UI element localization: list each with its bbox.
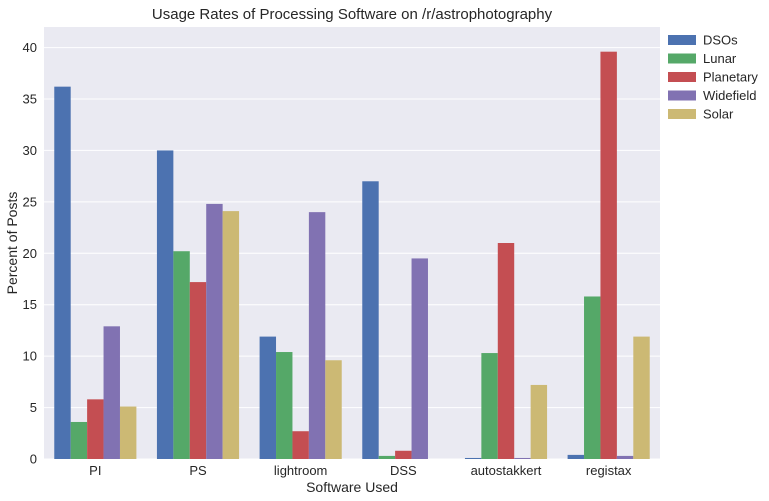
bar-widefield-pi [103, 326, 120, 459]
legend-label-dsos: DSOs [703, 33, 738, 48]
bar-solar-autostakkert [530, 384, 548, 459]
x-tick-label: PS [189, 463, 207, 478]
bars [54, 51, 650, 460]
bar-solar-lightroom [325, 360, 342, 459]
gridlines [44, 47, 660, 460]
bar-planetary-autostakkert [497, 243, 515, 459]
x-axis-label: Software Used [306, 479, 398, 495]
x-tick-label: DSS [390, 463, 417, 478]
x-tick-label: registax [586, 463, 632, 478]
bar-planetary-registax [600, 51, 617, 459]
legend: DSOs Lunar Planetary Widefield Solar [668, 33, 758, 122]
legend-label-lunar: Lunar [703, 51, 737, 66]
bar-lunar-registax [584, 296, 601, 459]
x-axis-ticks: PI PS lightroom DSS autostakkert registax [89, 463, 632, 478]
bar-lunar-dss [378, 455, 396, 459]
bar-dsos-autostakkert [464, 457, 482, 459]
legend-label-solar: Solar [703, 107, 734, 122]
legend-swatch-planetary [668, 72, 696, 82]
x-tick-label: lightroom [274, 463, 327, 478]
y-tick-label: 25 [23, 194, 37, 209]
legend-swatch-dsos [668, 35, 696, 45]
bar-planetary-ps [189, 282, 207, 459]
chart-title: Usage Rates of Processing Software on /r… [152, 6, 553, 23]
y-tick-label: 10 [23, 349, 37, 364]
y-axis-ticks: 0 5 10 15 20 25 30 35 40 [23, 40, 37, 466]
plot-area [44, 27, 660, 459]
y-tick-label: 35 [23, 92, 37, 107]
bar-planetary-pi [87, 399, 104, 459]
y-tick-label: 5 [30, 400, 37, 415]
bar-planetary-dss [395, 450, 412, 459]
legend-swatch-widefield [668, 90, 696, 101]
y-tick-label: 20 [23, 246, 37, 261]
legend-swatch-solar [668, 109, 696, 119]
bar-dsos-lightroom [259, 336, 277, 459]
x-tick-label: autostakkert [471, 463, 542, 478]
bar-dsos-pi [54, 86, 71, 460]
bar-lunar-ps [173, 251, 190, 459]
bar-widefield-autostakkert [514, 457, 531, 459]
bar-widefield-lightroom [308, 212, 326, 459]
legend-swatch-lunar [668, 53, 696, 64]
y-tick-label: 15 [23, 297, 37, 312]
bar-solar-pi [119, 406, 137, 459]
bar-solar-ps [222, 211, 240, 459]
bar-dsos-ps [156, 150, 174, 459]
y-tick-label: 30 [23, 143, 37, 158]
bar-planetary-lightroom [292, 431, 309, 459]
bar-dsos-registax [567, 454, 585, 459]
bar-solar-registax [633, 336, 650, 459]
x-tick-label: PI [89, 463, 101, 478]
bar-dsos-dss [362, 181, 379, 460]
bar-widefield-ps [206, 203, 223, 459]
y-axis-label: Percent of Posts [4, 192, 20, 295]
bar-widefield-registax [616, 455, 634, 459]
bar-widefield-dss [411, 258, 428, 459]
y-tick-label: 0 [30, 452, 37, 467]
bar-lunar-pi [70, 421, 88, 459]
y-tick-label: 40 [23, 40, 37, 55]
bar-lunar-lightroom [276, 352, 293, 459]
legend-label-widefield: Widefield [703, 88, 756, 103]
bar-lunar-autostakkert [481, 353, 498, 459]
legend-label-planetary: Planetary [703, 70, 758, 85]
